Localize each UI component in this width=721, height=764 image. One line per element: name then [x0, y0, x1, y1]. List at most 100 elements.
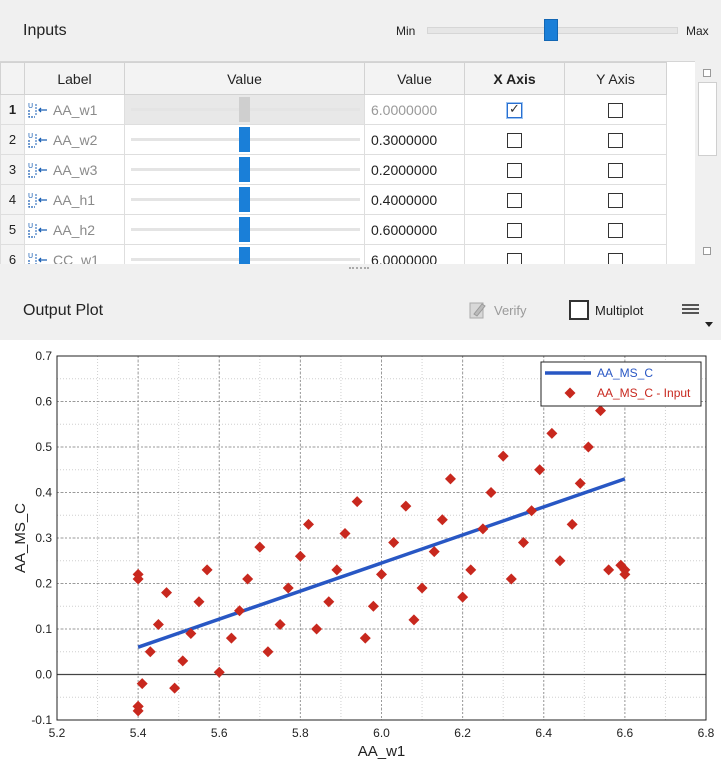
data-point-diamond: [214, 667, 225, 678]
row-slider-thumb[interactable]: [239, 157, 250, 182]
row-x-axis-cell[interactable]: [465, 155, 565, 185]
y-axis-checkbox[interactable]: [608, 223, 623, 238]
row-value-slider[interactable]: [125, 215, 365, 245]
row-x-axis-cell[interactable]: [465, 125, 565, 155]
row-y-axis-cell[interactable]: [565, 215, 667, 245]
verify-button[interactable]: Verify: [468, 300, 527, 320]
row-value-input[interactable]: 0.3000000: [365, 125, 465, 155]
verify-icon: [468, 300, 488, 320]
column-header-y-axis[interactable]: Y Axis: [565, 63, 667, 95]
row-value-input[interactable]: 0.6000000: [365, 215, 465, 245]
scroll-down-icon[interactable]: [703, 247, 711, 255]
x-axis-checkbox[interactable]: ✓: [507, 103, 522, 118]
output-chart[interactable]: 5.25.45.65.86.06.26.46.66.8-0.10.00.10.2…: [0, 340, 721, 764]
row-value-slider[interactable]: [125, 245, 365, 265]
table-row[interactable]: 6 U CC_w1 6.0000000: [1, 245, 667, 265]
y-axis-checkbox[interactable]: [608, 253, 623, 264]
x-axis-checkbox[interactable]: [507, 133, 522, 148]
data-point-diamond: [506, 573, 517, 584]
x-axis-checkbox[interactable]: [507, 223, 522, 238]
data-point-diamond: [339, 528, 350, 539]
row-value-input[interactable]: 0.4000000: [365, 185, 465, 215]
input-variable-icon: U: [27, 101, 49, 119]
row-label-cell[interactable]: U AA_w3: [25, 155, 125, 185]
x-axis-checkbox[interactable]: [507, 163, 522, 178]
x-tick-label: 6.8: [698, 726, 715, 740]
row-x-axis-cell[interactable]: [465, 245, 565, 265]
row-label: AA_w3: [53, 162, 97, 178]
x-axis-label: AA_w1: [358, 743, 406, 760]
row-value-slider[interactable]: [125, 125, 365, 155]
data-point-diamond: [554, 555, 565, 566]
row-y-axis-cell[interactable]: [565, 95, 667, 125]
row-value-input[interactable]: 0.2000000: [365, 155, 465, 185]
min-max-slider-thumb[interactable]: [544, 19, 558, 41]
row-value-slider[interactable]: [125, 155, 365, 185]
row-number: 2: [1, 125, 25, 155]
row-label-cell[interactable]: U AA_h1: [25, 185, 125, 215]
row-x-axis-cell[interactable]: [465, 215, 565, 245]
y-axis-checkbox[interactable]: [608, 103, 623, 118]
column-header-x-axis[interactable]: X Axis: [465, 63, 565, 95]
x-axis-checkbox[interactable]: [507, 193, 522, 208]
x-tick-label: 5.6: [211, 726, 228, 740]
row-x-axis-cell[interactable]: [465, 185, 565, 215]
y-tick-label: 0.3: [35, 531, 52, 545]
row-label-cell[interactable]: U AA_h2: [25, 215, 125, 245]
multiplot-label: Multiplot: [595, 303, 643, 318]
data-point-diamond: [295, 551, 306, 562]
table-row[interactable]: 3 U AA_w3 0.2000000: [1, 155, 667, 185]
row-y-axis-cell[interactable]: [565, 185, 667, 215]
chevron-down-icon[interactable]: [705, 322, 713, 327]
data-point-diamond: [526, 505, 537, 516]
data-point-diamond: [376, 569, 387, 580]
row-number: 4: [1, 185, 25, 215]
row-slider-thumb[interactable]: [239, 187, 250, 212]
row-y-axis-cell[interactable]: [565, 245, 667, 265]
svg-text:U: U: [28, 252, 33, 260]
row-x-axis-cell[interactable]: ✓: [465, 95, 565, 125]
input-variable-icon: U: [27, 191, 49, 209]
data-point-diamond: [323, 596, 334, 607]
row-slider-thumb[interactable]: [239, 97, 250, 122]
x-tick-label: 5.8: [292, 726, 309, 740]
scrollbar-thumb[interactable]: [698, 82, 717, 156]
row-slider-thumb[interactable]: [239, 247, 250, 264]
row-y-axis-cell[interactable]: [565, 125, 667, 155]
scroll-up-icon[interactable]: [703, 69, 711, 77]
multiplot-toggle[interactable]: Multiplot: [569, 300, 643, 320]
data-point-diamond: [283, 583, 294, 594]
column-header-label[interactable]: Label: [25, 63, 125, 95]
table-scrollbar[interactable]: [696, 61, 720, 263]
row-y-axis-cell[interactable]: [565, 155, 667, 185]
x-axis-checkbox[interactable]: [507, 253, 522, 264]
y-axis-checkbox[interactable]: [608, 163, 623, 178]
row-label-cell[interactable]: U AA_w1: [25, 95, 125, 125]
column-header-value-slider[interactable]: Value: [125, 63, 365, 95]
legend-label-points: AA_MS_C - Input: [597, 386, 691, 400]
table-row[interactable]: 1 U AA_w1 6.0000000 ✓: [1, 95, 667, 125]
row-value-input[interactable]: 6.0000000: [365, 95, 465, 125]
row-number: 1: [1, 95, 25, 125]
plot-menu-icon[interactable]: [682, 304, 699, 316]
row-number: 5: [1, 215, 25, 245]
table-row[interactable]: 4 U AA_h1 0.4000000: [1, 185, 667, 215]
svg-text:U: U: [28, 132, 33, 140]
row-value-slider[interactable]: [125, 185, 365, 215]
panel-resize-handle[interactable]: [349, 267, 369, 273]
svg-text:U: U: [28, 102, 33, 110]
row-label-cell[interactable]: U AA_w2: [25, 125, 125, 155]
table-row[interactable]: 2 U AA_w2 0.3000000: [1, 125, 667, 155]
row-label-cell[interactable]: U CC_w1: [25, 245, 125, 265]
column-header-value[interactable]: Value: [365, 63, 465, 95]
row-value-input[interactable]: 6.0000000: [365, 245, 465, 265]
table-row[interactable]: 5 U AA_h2 0.6000000: [1, 215, 667, 245]
data-point-diamond: [388, 537, 399, 548]
data-point-diamond: [137, 678, 148, 689]
y-axis-checkbox[interactable]: [608, 133, 623, 148]
row-slider-thumb[interactable]: [239, 217, 250, 242]
row-slider-thumb[interactable]: [239, 127, 250, 152]
y-axis-checkbox[interactable]: [608, 193, 623, 208]
row-value-slider[interactable]: [125, 95, 365, 125]
y-tick-label: 0.5: [35, 440, 52, 454]
